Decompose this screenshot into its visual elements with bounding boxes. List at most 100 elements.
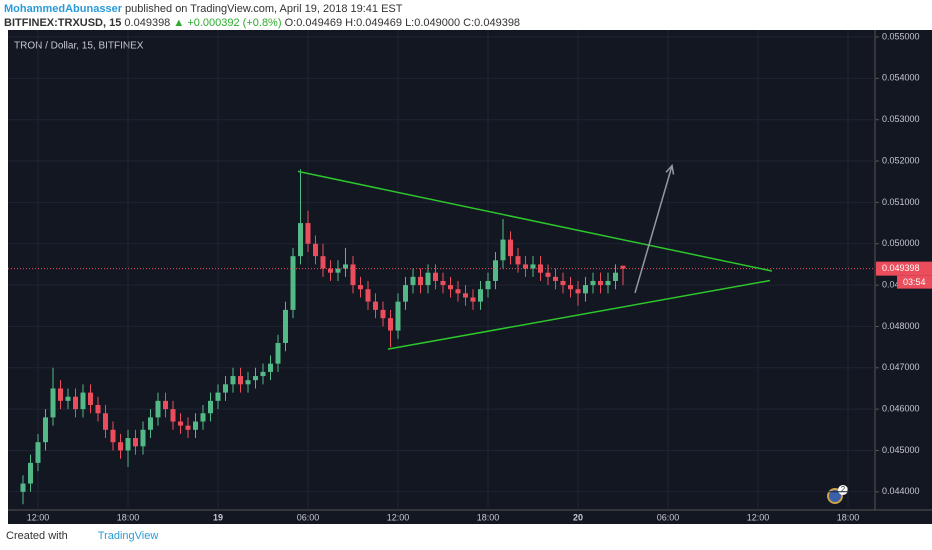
candle-body [230, 376, 236, 385]
chart: TRON / Dollar, 15, BITFINEX 2 0.044000 0.… [8, 30, 932, 524]
candle-body [260, 371, 266, 377]
candle-body [590, 280, 596, 286]
symbol: BITFINEX:TRXUSD, 15 [4, 17, 122, 29]
arrow-head [665, 163, 675, 175]
candle-body [215, 392, 221, 401]
candle-body [103, 413, 108, 430]
candle-body [95, 404, 101, 414]
x-tick-label: 18:00 [837, 512, 860, 522]
candle-body [335, 268, 341, 273]
chart-bg [8, 30, 932, 524]
candle-body [178, 421, 183, 426]
ohlc: O:0.049469 H:0.049469 L:0.049000 C:0.049… [284, 17, 521, 29]
candle-body [328, 268, 333, 273]
quote-line: BITFINEX:TRXUSD, 15 0.049398 ▲ +0.000392… [4, 16, 520, 30]
x-tick-label: 18:00 [117, 512, 140, 522]
candle-body [140, 429, 146, 447]
candle-body [605, 280, 611, 286]
brand[interactable]: TradingView [97, 530, 159, 542]
candle-body [530, 264, 536, 269]
candle-body [118, 442, 123, 451]
candle-body [223, 384, 228, 393]
y-tick-label: 0.055000 [882, 31, 920, 41]
candle-body [155, 400, 161, 418]
arrow [634, 165, 673, 294]
y-tick-label: 0.044000 [882, 486, 920, 496]
y-tick-label: 0.045000 [882, 445, 920, 455]
candle-body [620, 265, 626, 269]
candle-body [238, 376, 243, 385]
y-tick-label: 0.051000 [882, 197, 920, 207]
change: ▲ +0.000392 (+0.8%) [173, 17, 282, 29]
candle-body [553, 276, 558, 281]
y-tick-label: 0.054000 [882, 73, 920, 83]
candle-body [20, 483, 26, 492]
candle-body [305, 223, 311, 244]
flag-icon[interactable] [827, 488, 843, 504]
y-tick-label: 0.047000 [882, 362, 920, 372]
candle-body [253, 376, 258, 381]
x-tick-label: 06:00 [657, 512, 680, 522]
candle-body [245, 380, 251, 385]
candle-body [358, 285, 363, 290]
x-tick-label: 20 [573, 512, 583, 522]
x-tick-label: 19 [213, 512, 223, 522]
candle-body [200, 413, 206, 422]
author[interactable]: MohammedAbunasser [4, 3, 122, 15]
candle-body [380, 309, 386, 319]
candle-body [28, 462, 33, 484]
candle-body [110, 429, 116, 443]
candle-body [515, 256, 521, 265]
candle-body [410, 276, 416, 286]
candle-body [313, 243, 318, 257]
candle-body [283, 309, 288, 343]
candle-body [275, 342, 281, 364]
candle-body [125, 438, 131, 451]
candle-body [493, 260, 498, 281]
candle-body [80, 392, 86, 410]
candle-body [395, 301, 401, 331]
candle-body [185, 425, 191, 430]
candle-body [545, 272, 551, 277]
candle-body [298, 223, 303, 257]
candle-body [35, 442, 41, 463]
legend: TRON / Dollar, 15, BITFINEX [14, 41, 144, 52]
candle-body [290, 256, 296, 310]
publish-line: MohammedAbunasser published on TradingVi… [4, 2, 520, 16]
y-tick-label: 0.048000 [882, 321, 920, 331]
candle-body [425, 272, 431, 286]
x-tick-label: 18:00 [477, 512, 500, 522]
candle-body [403, 285, 408, 302]
footer: Created with TradingView [6, 530, 158, 542]
candle-body [50, 388, 56, 418]
last-price-label: 0.049398 [882, 263, 920, 273]
candle-body [440, 280, 446, 286]
candle-body [478, 289, 483, 302]
x-tick-label: 12:00 [747, 512, 770, 522]
candle-body [350, 264, 356, 286]
candle-body [575, 289, 581, 294]
candle-body [455, 289, 461, 294]
candle-body [193, 421, 198, 430]
x-tick-label: 12:00 [387, 512, 410, 522]
x-tick-label: 06:00 [297, 512, 320, 522]
y-tick-label: 0.046000 [882, 403, 920, 413]
created: Created with [6, 530, 68, 542]
candle-body [448, 285, 453, 290]
candle-body [538, 264, 543, 273]
last: 0.049398 [124, 17, 171, 29]
candle-body [268, 363, 273, 372]
candle-body [485, 280, 491, 290]
candle-body [73, 396, 78, 410]
candle-body [463, 293, 468, 298]
candle-body [523, 264, 528, 269]
candle-body [58, 388, 63, 401]
candle-body [373, 301, 378, 310]
candle-body [508, 239, 513, 257]
candle-body [43, 417, 48, 443]
candle-body [343, 264, 348, 269]
candle-body [583, 285, 588, 294]
candle-body [133, 438, 138, 447]
candle-body [598, 280, 603, 286]
